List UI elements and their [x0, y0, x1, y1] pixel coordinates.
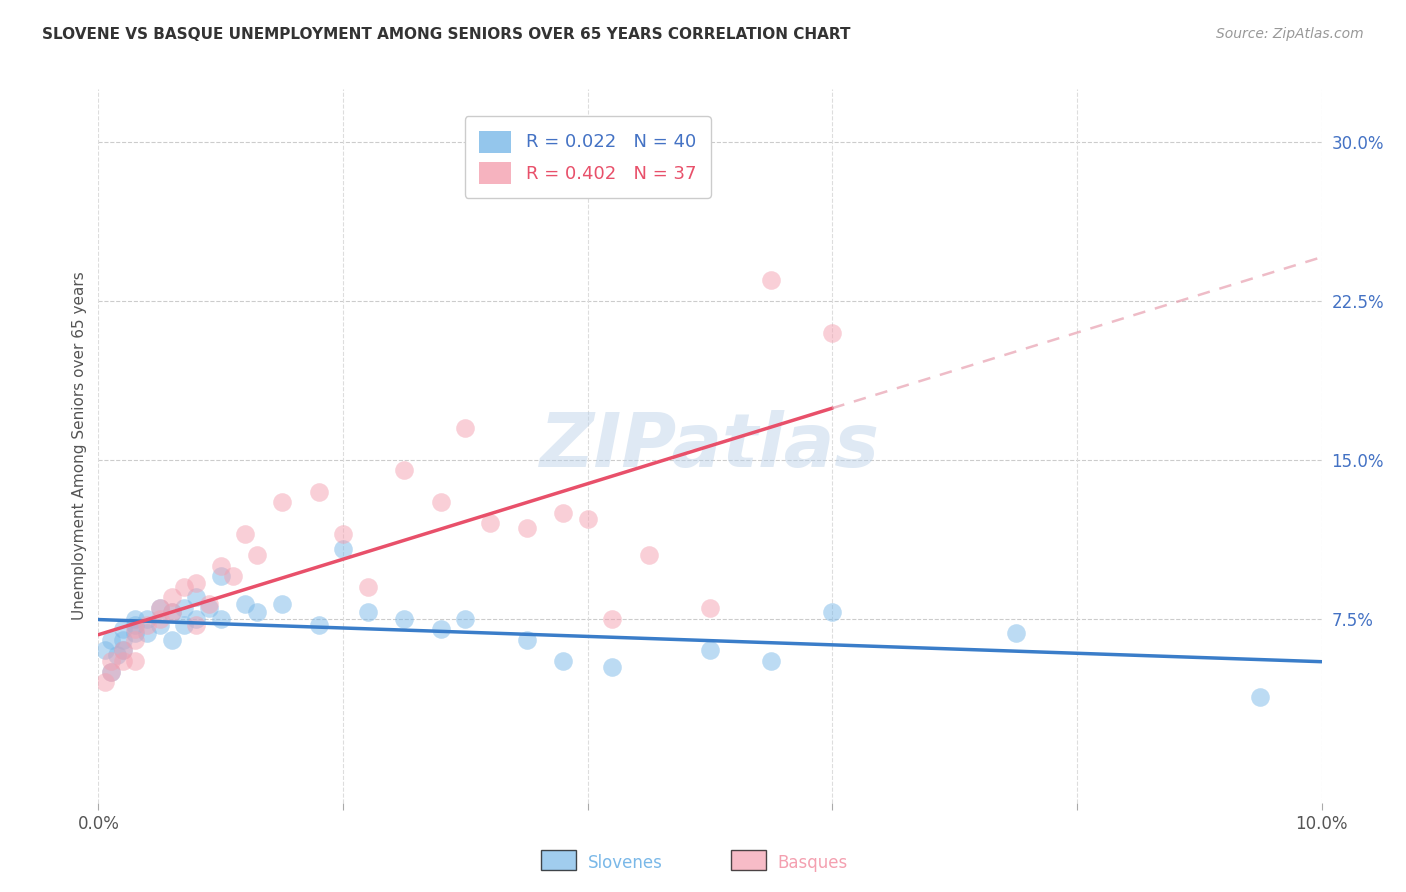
Point — [160, 605, 183, 619]
Point — [160, 591, 183, 605]
Text: Source: ZipAtlas.com: Source: ZipAtlas.com — [1216, 27, 1364, 41]
Point — [136, 611, 159, 625]
Point — [553, 654, 575, 668]
Point — [308, 484, 330, 499]
Point — [332, 541, 354, 556]
Point — [186, 618, 208, 632]
Point — [93, 643, 115, 657]
Point — [160, 632, 183, 647]
Point — [124, 611, 146, 625]
Legend: R = 0.022   N = 40, R = 0.402   N = 37: R = 0.022 N = 40, R = 0.402 N = 37 — [464, 116, 711, 198]
Point — [124, 632, 146, 647]
Point — [186, 611, 208, 625]
Point — [111, 654, 134, 668]
Point — [759, 654, 782, 668]
Point — [209, 558, 232, 573]
Point — [430, 495, 453, 509]
Point — [197, 597, 219, 611]
Point — [600, 660, 623, 674]
Point — [430, 622, 453, 636]
Point — [454, 421, 477, 435]
Point — [516, 632, 538, 647]
Point — [233, 597, 256, 611]
Point — [308, 618, 330, 632]
Point — [516, 520, 538, 534]
Point — [124, 654, 146, 668]
Point — [149, 601, 172, 615]
Point — [699, 601, 721, 615]
Point — [270, 495, 292, 509]
Point — [454, 611, 477, 625]
Point — [111, 643, 134, 657]
Point — [93, 675, 115, 690]
Point — [233, 527, 256, 541]
Point — [356, 605, 378, 619]
Point — [392, 463, 416, 477]
Point — [1249, 690, 1271, 704]
Point — [173, 601, 195, 615]
Point — [124, 622, 146, 636]
Point — [186, 575, 208, 590]
Point — [478, 516, 501, 531]
Point — [173, 580, 195, 594]
Point — [149, 618, 172, 632]
Point — [124, 618, 146, 632]
Point — [173, 618, 195, 632]
Point — [136, 618, 159, 632]
Point — [246, 548, 269, 562]
Point — [111, 622, 134, 636]
Point — [1004, 626, 1026, 640]
Text: Slovenes: Slovenes — [588, 854, 662, 871]
Point — [553, 506, 575, 520]
Text: ZIPatlas: ZIPatlas — [540, 409, 880, 483]
Point — [105, 648, 128, 662]
Point — [821, 605, 844, 619]
Point — [332, 527, 354, 541]
Point — [576, 512, 599, 526]
Point — [222, 569, 245, 583]
Point — [149, 611, 172, 625]
Text: Basques: Basques — [778, 854, 848, 871]
Point — [124, 626, 146, 640]
Point — [759, 273, 782, 287]
Point — [160, 605, 183, 619]
Point — [637, 548, 661, 562]
Point — [600, 611, 623, 625]
Point — [100, 665, 122, 679]
Point — [149, 601, 172, 615]
Point — [246, 605, 269, 619]
Point — [186, 591, 208, 605]
Text: SLOVENE VS BASQUE UNEMPLOYMENT AMONG SENIORS OVER 65 YEARS CORRELATION CHART: SLOVENE VS BASQUE UNEMPLOYMENT AMONG SEN… — [42, 27, 851, 42]
Point — [100, 665, 122, 679]
Point — [209, 611, 232, 625]
Point — [392, 611, 416, 625]
Point — [699, 643, 721, 657]
Point — [197, 601, 219, 615]
Point — [270, 597, 292, 611]
Y-axis label: Unemployment Among Seniors over 65 years: Unemployment Among Seniors over 65 years — [72, 272, 87, 620]
Point — [356, 580, 378, 594]
Point — [821, 326, 844, 340]
Point — [100, 654, 122, 668]
Point — [209, 569, 232, 583]
Point — [100, 632, 122, 647]
Point — [111, 632, 134, 647]
Point — [111, 643, 134, 657]
Point — [136, 626, 159, 640]
